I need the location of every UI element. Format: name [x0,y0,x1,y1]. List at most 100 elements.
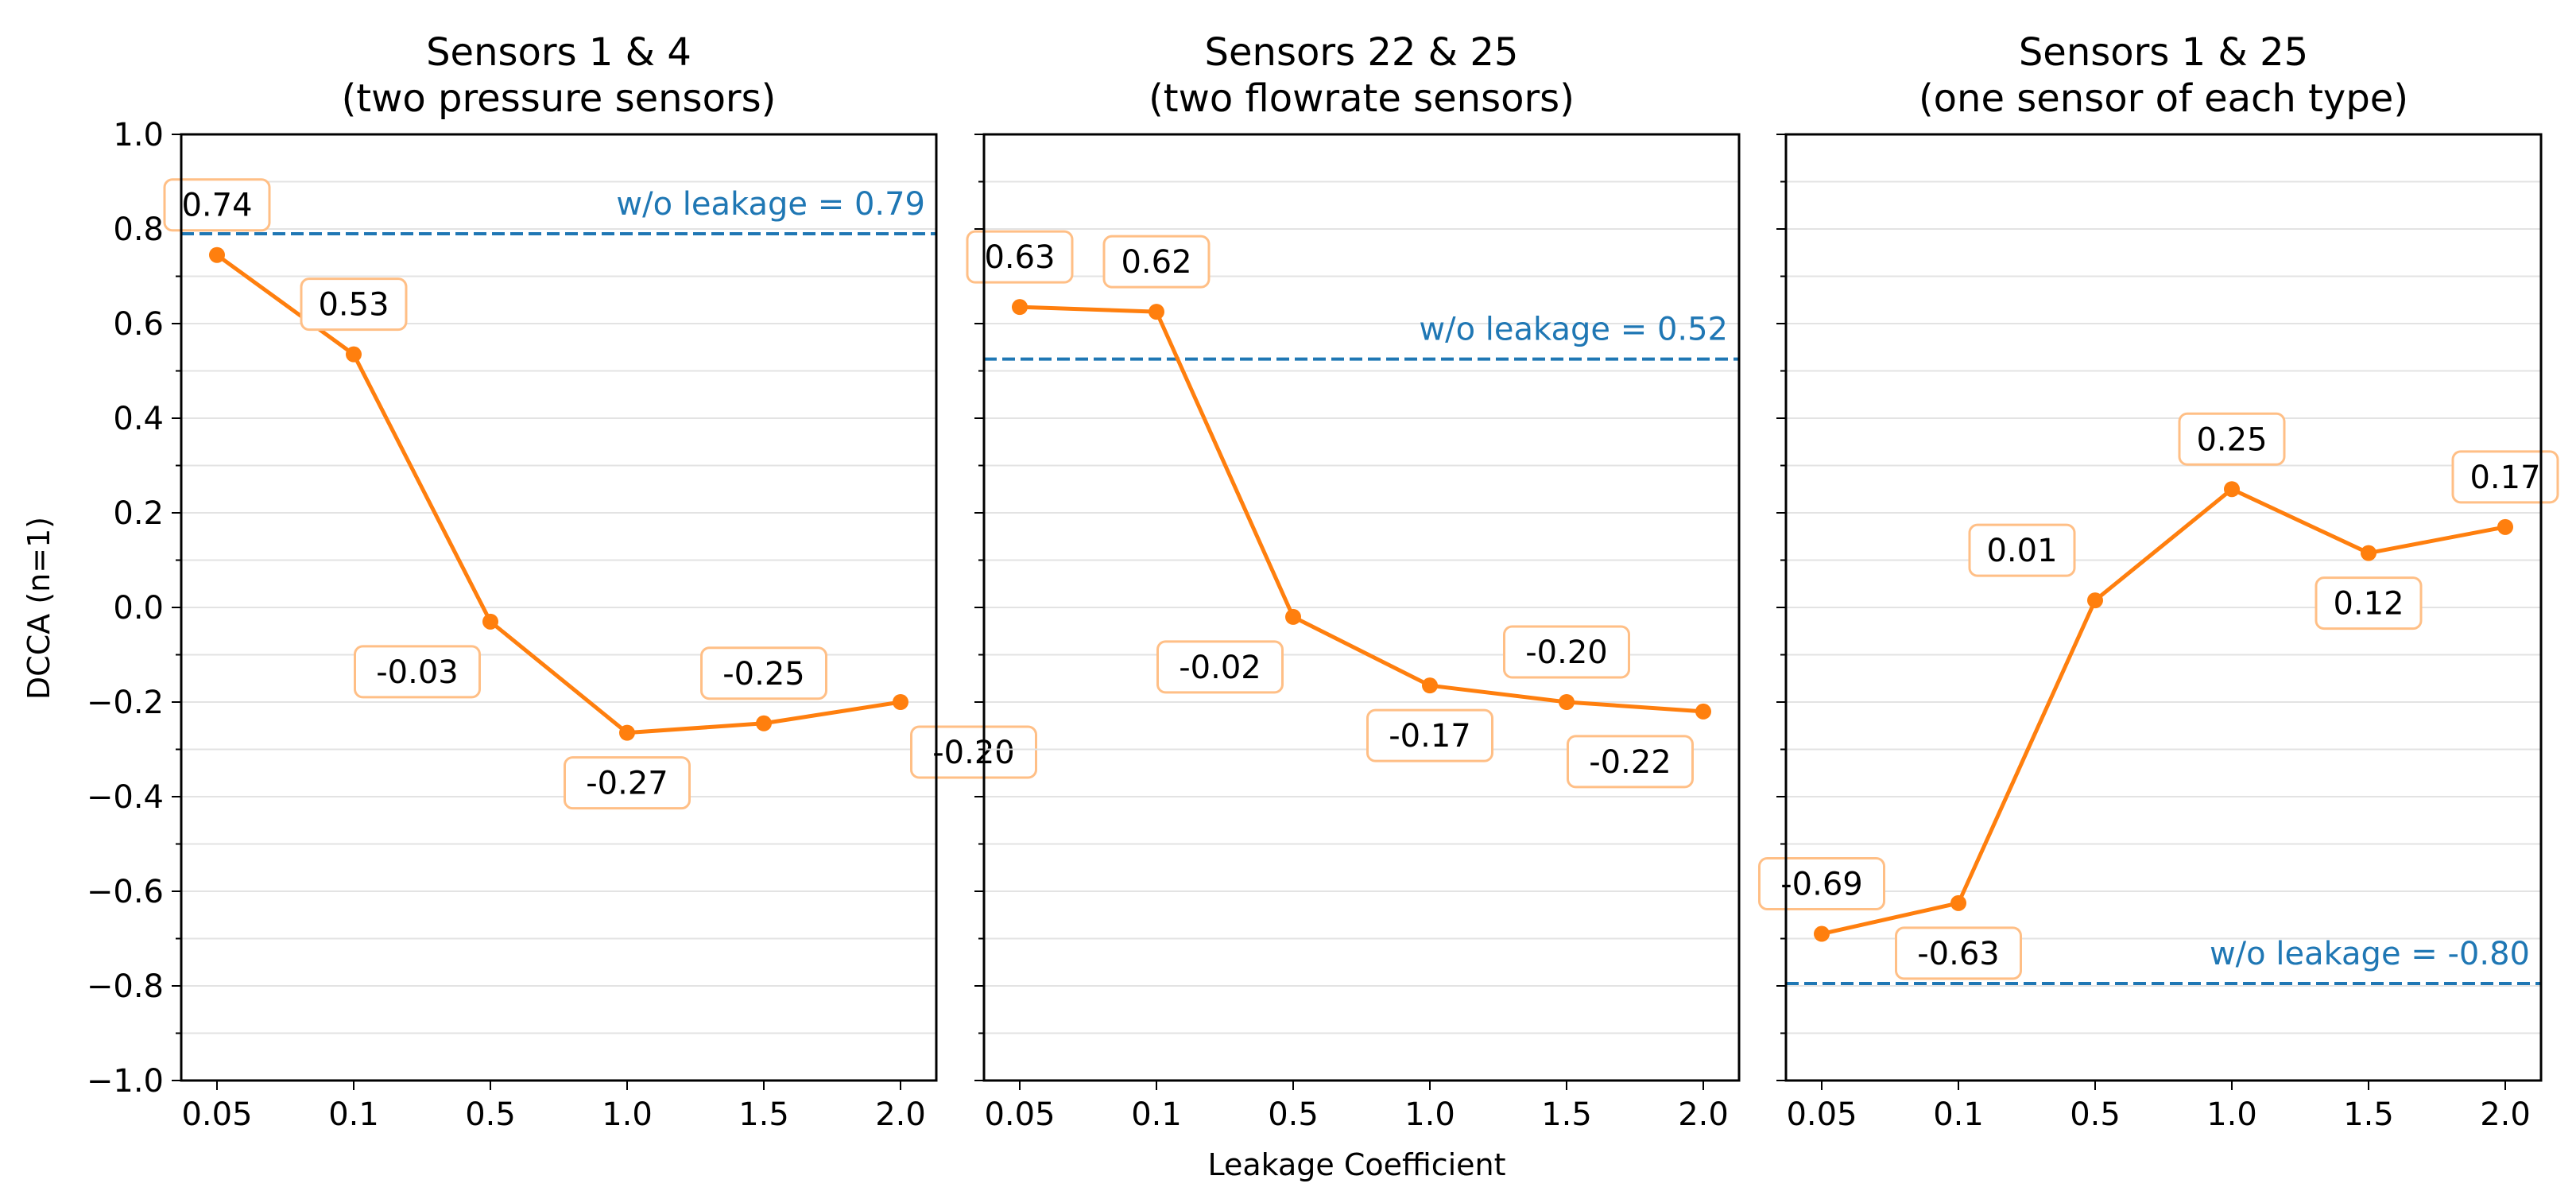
data-label-text: 0.25 [2196,421,2267,458]
data-label-text: -0.27 [586,766,668,802]
data-label-box [966,230,1074,284]
data-point [2087,592,2103,609]
y-tick-label: 0.6 [113,306,164,343]
data-label: -0.03 [354,645,481,699]
data-label-box [2178,412,2286,466]
data-label-box [1503,625,1630,679]
data-label-box [163,178,271,232]
chart-title-line2: (one sensor of each type) [1919,76,2408,121]
data-label: -0.20 [1503,625,1630,679]
y-tick-label: −0.8 [87,968,164,1005]
baseline-label: w/o leakage = 0.52 [1419,312,1728,348]
data-point [209,246,225,263]
x-tick-label: 1.0 [1404,1096,1455,1133]
y-tick-label: 0.4 [113,401,164,437]
data-label: 0.62 [1102,235,1211,289]
y-tick-label: −1.0 [87,1063,164,1100]
panels: 1.0 0.8 0.6 0.4 0.2 0.0 −0.2 −0.4 −0.6 −0.8 −1.0 0.… [87,30,2559,1133]
y-tick-label: −0.4 [87,779,164,816]
y-ticks: 1.0 0.8 0.6 0.4 0.2 0.0 −0.2 −0.4 −0.6 −0.8 −1.0 [87,117,181,1100]
x-tick-label: 0.05 [181,1096,252,1133]
data-label-box [1758,857,1885,911]
x-tick-label: 0.5 [2070,1096,2121,1133]
data-label-box [564,756,691,810]
x-tick-label: 1.5 [738,1096,789,1133]
data-label: -0.25 [700,646,827,700]
chart-title-line1: Sensors 1 & 4 [426,30,691,75]
data-label: -0.22 [1567,735,1694,789]
data-point [346,346,362,363]
data-label-box [354,645,481,699]
x-tick-label: 2.0 [875,1096,926,1133]
data-point [1422,677,1438,694]
data-label: 0.53 [300,277,408,332]
data-label-text: -0.69 [1780,867,1863,903]
series-line [1821,487,2506,936]
x-ticks: 0.05 0.1 0.5 1.0 1.5 2.0 [1786,1081,2531,1133]
data-point [619,724,635,741]
data-label-box [1895,926,2022,980]
data-label: -0.17 [1366,708,1493,762]
series-line [1019,305,1704,714]
data-point [893,694,908,710]
x-tick-label: 1.0 [602,1096,653,1133]
data-label-text: -0.17 [1389,718,1471,755]
x-tick-label: 0.1 [1131,1096,1182,1133]
gridlines [181,134,936,1081]
plot-frame [982,133,1741,1082]
x-tick-label: 1.5 [1541,1096,1592,1133]
data-label: -0.27 [564,756,691,810]
data-label: -0.69 [1758,857,1885,911]
chart-title-line2: (two pressure sensors) [342,76,777,121]
chart-panel-3: 0.05 0.1 0.5 1.0 1.5 2.0 w/o leakage = -0.80 -0… [1758,30,2559,1133]
data-label-box [2315,576,2423,630]
data-label: 0.63 [966,230,1074,284]
y-ticks [1776,134,1786,1081]
x-tick-label: 2.0 [2480,1096,2531,1133]
data-point [2497,518,2513,535]
x-tick-label: 0.5 [465,1096,516,1133]
data-label-box [910,725,1037,779]
data-point [1950,894,1966,911]
data-label-text: -0.25 [722,656,805,693]
chart-title-line2: (two flowrate sensors) [1149,76,1575,121]
data-label: 0.25 [2178,412,2286,466]
data-point [1814,925,1830,942]
data-label: 0.17 [2451,450,2559,504]
data-label: -0.02 [1156,640,1284,694]
data-label-text: -0.20 [1525,634,1608,671]
data-label: -0.20 [910,725,1037,779]
data-label: -0.63 [1895,926,2022,980]
series-line [215,253,901,735]
data-point [1012,299,1028,316]
data-label-box [1968,523,2076,577]
x-ticks: 0.05 0.1 0.5 1.0 1.5 2.0 [181,1081,926,1133]
y-tick-label: −0.6 [87,874,164,910]
data-label-text: -0.63 [1917,936,2000,972]
y-axis-label: DCCA (n=1) [21,517,56,700]
baseline-label: w/o leakage = -0.80 [2210,936,2530,972]
x-axis-label: Leakage Coefficient [1207,1147,1505,1182]
data-point [1695,703,1711,720]
data-label-text: 0.12 [2333,586,2404,623]
data-label-box [1102,235,1211,289]
x-tick-label: 1.0 [2206,1096,2257,1133]
y-tick-label: −0.2 [87,685,164,721]
data-point [482,613,498,630]
data-point [1559,694,1575,710]
baseline-label: w/o leakage = 0.79 [616,186,925,223]
plot-frame [180,133,938,1082]
data-label-box [2451,450,2559,504]
x-tick-label: 1.5 [2343,1096,2394,1133]
x-tick-label: 0.1 [328,1096,379,1133]
data-point [756,715,772,731]
data-label-text: -0.02 [1179,650,1261,686]
x-tick-label: 0.05 [984,1096,1055,1133]
data-label-text: 0.17 [2469,460,2540,496]
x-tick-label: 0.1 [1933,1096,1984,1133]
y-tick-label: 0.8 [113,211,164,248]
x-tick-label: 0.5 [1268,1096,1319,1133]
data-point [1285,608,1301,625]
data-label-text: 0.01 [1986,533,2057,569]
